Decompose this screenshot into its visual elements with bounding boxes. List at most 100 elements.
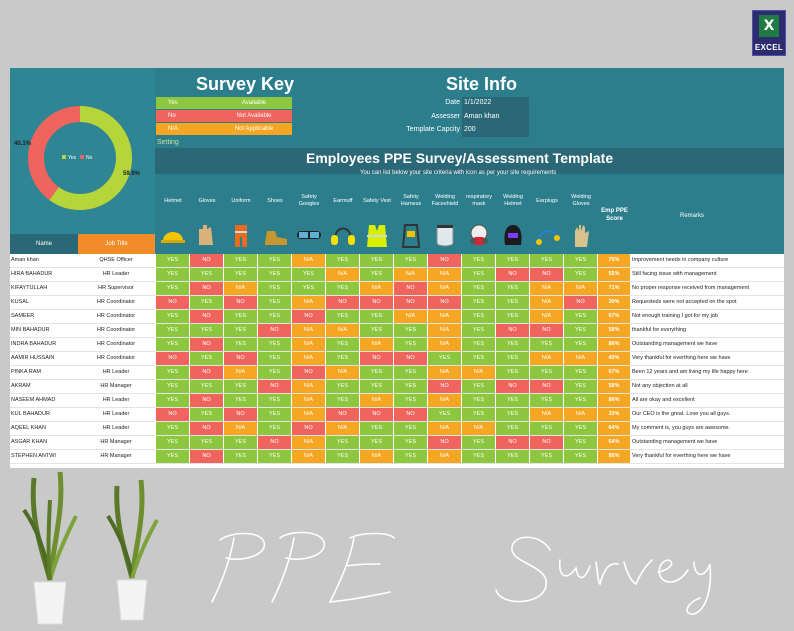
ppe-value-cell[interactable]: N/A — [564, 352, 598, 365]
ppe-value-cell[interactable]: YES — [360, 254, 394, 267]
ppe-value-cell[interactable]: YES — [258, 408, 292, 421]
ppe-value-cell[interactable]: YES — [394, 338, 428, 351]
ppe-value-cell[interactable]: N/A — [326, 268, 360, 281]
ppe-value-cell[interactable]: YES — [394, 436, 428, 449]
ppe-value-cell[interactable]: N/A — [530, 296, 564, 309]
ppe-value-cell[interactable]: YES — [496, 422, 530, 435]
job-title-cell[interactable]: HR Coordinator — [78, 296, 155, 309]
ppe-value-cell[interactable]: NO — [360, 296, 394, 309]
ppe-value-cell[interactable]: YES — [258, 394, 292, 407]
ppe-value-cell[interactable]: YES — [530, 450, 564, 463]
ppe-value-cell[interactable]: YES — [258, 254, 292, 267]
ppe-value-cell[interactable]: NO — [496, 268, 530, 281]
ppe-value-cell[interactable]: YES — [326, 436, 360, 449]
ppe-value-cell[interactable]: YES — [462, 394, 496, 407]
remark-cell[interactable]: Not any objection at all — [632, 383, 688, 389]
ppe-value-cell[interactable]: NO — [190, 450, 224, 463]
ppe-value-cell[interactable]: N/A — [428, 366, 462, 379]
ppe-value-cell[interactable]: N/A — [530, 310, 564, 323]
ppe-value-cell[interactable]: YES — [326, 394, 360, 407]
ppe-value-cell[interactable]: N/A — [394, 268, 428, 281]
employee-name-cell[interactable]: KIFAYTULLAH — [10, 282, 78, 295]
ppe-value-cell[interactable]: N/A — [428, 324, 462, 337]
ppe-value-cell[interactable]: NO — [428, 380, 462, 393]
job-title-cell[interactable]: HR Coordinator — [78, 324, 155, 337]
ppe-value-cell[interactable]: YES — [428, 352, 462, 365]
ppe-value-cell[interactable]: YES — [326, 450, 360, 463]
ppe-value-cell[interactable]: YES — [190, 268, 224, 281]
ppe-value-cell[interactable]: YES — [462, 254, 496, 267]
ppe-value-cell[interactable]: NO — [156, 296, 190, 309]
ppe-value-cell[interactable]: NO — [190, 282, 224, 295]
ppe-value-cell[interactable]: N/A — [530, 408, 564, 421]
ppe-value-cell[interactable]: YES — [326, 352, 360, 365]
employee-name-cell[interactable]: HIRA BAHADUR — [10, 268, 78, 281]
ppe-value-cell[interactable]: YES — [156, 450, 190, 463]
ppe-value-cell[interactable]: YES — [224, 268, 258, 281]
job-title-cell[interactable]: HR Leader — [78, 366, 155, 379]
remark-cell[interactable]: Still facing issue with management — [632, 271, 717, 277]
ppe-value-cell[interactable]: NO — [564, 296, 598, 309]
employee-name-cell[interactable]: KUL BAHADUR — [10, 408, 78, 421]
ppe-value-cell[interactable]: YES — [462, 408, 496, 421]
employee-name-cell[interactable]: PINKA RAM — [10, 366, 78, 379]
ppe-value-cell[interactable]: NO — [292, 366, 326, 379]
ppe-value-cell[interactable]: YES — [462, 296, 496, 309]
ppe-value-cell[interactable]: YES — [496, 310, 530, 323]
ppe-value-cell[interactable]: NO — [292, 422, 326, 435]
employee-name-cell[interactable]: STEPHEN ANTWI — [10, 450, 78, 463]
ppe-value-cell[interactable]: N/A — [530, 282, 564, 295]
ppe-value-cell[interactable]: YES — [462, 324, 496, 337]
ppe-value-cell[interactable]: YES — [530, 338, 564, 351]
ppe-value-cell[interactable]: N/A — [326, 366, 360, 379]
ppe-value-cell[interactable]: N/A — [428, 310, 462, 323]
employee-name-cell[interactable]: NASEEM AHMAD — [10, 394, 78, 407]
ppe-value-cell[interactable]: YES — [530, 422, 564, 435]
ppe-value-cell[interactable]: YES — [462, 450, 496, 463]
job-title-cell[interactable]: HR Leader — [78, 268, 155, 281]
ppe-value-cell[interactable]: N/A — [564, 408, 598, 421]
ppe-value-cell[interactable]: YES — [326, 282, 360, 295]
remark-cell[interactable]: No proper response received from managem… — [632, 285, 750, 291]
ppe-value-cell[interactable]: N/A — [292, 254, 326, 267]
employee-name-cell[interactable]: KUSAL — [10, 296, 78, 309]
remark-cell[interactable]: Our CEO is the great. Love you all guys. — [632, 411, 731, 417]
job-title-cell[interactable]: HR Manager — [78, 450, 155, 463]
ppe-value-cell[interactable]: YES — [156, 338, 190, 351]
ppe-value-cell[interactable]: NO — [428, 436, 462, 449]
ppe-value-cell[interactable]: NO — [190, 310, 224, 323]
ppe-value-cell[interactable]: NO — [292, 310, 326, 323]
ppe-value-cell[interactable]: YES — [224, 324, 258, 337]
employee-name-cell[interactable]: MIN BAHADUR — [10, 324, 78, 337]
remark-cell[interactable]: Very thankful for everthing here we have — [632, 453, 731, 459]
ppe-value-cell[interactable]: YES — [258, 422, 292, 435]
ppe-value-cell[interactable]: YES — [496, 254, 530, 267]
ppe-value-cell[interactable]: YES — [156, 380, 190, 393]
remark-cell[interactable]: All are okay and excellent — [632, 397, 695, 403]
ppe-value-cell[interactable]: YES — [462, 436, 496, 449]
ppe-value-cell[interactable]: YES — [156, 366, 190, 379]
ppe-value-cell[interactable]: YES — [564, 450, 598, 463]
ppe-value-cell[interactable]: YES — [190, 436, 224, 449]
job-title-cell[interactable]: HR Coordinator — [78, 352, 155, 365]
ppe-value-cell[interactable]: YES — [224, 394, 258, 407]
ppe-value-cell[interactable]: YES — [326, 310, 360, 323]
ppe-value-cell[interactable]: N/A — [428, 268, 462, 281]
ppe-value-cell[interactable]: YES — [224, 380, 258, 393]
ppe-value-cell[interactable]: YES — [462, 338, 496, 351]
ppe-value-cell[interactable]: NO — [258, 324, 292, 337]
employee-name-cell[interactable]: AQEEL KHAN — [10, 422, 78, 435]
ppe-value-cell[interactable]: NO — [428, 296, 462, 309]
ppe-value-cell[interactable]: NO — [190, 366, 224, 379]
ppe-value-cell[interactable]: YES — [564, 338, 598, 351]
job-title-column-header[interactable]: Job Title — [78, 234, 155, 254]
ppe-value-cell[interactable]: YES — [258, 282, 292, 295]
ppe-value-cell[interactable]: YES — [258, 268, 292, 281]
employee-name-cell[interactable]: AAMIR HUSSAIN — [10, 352, 78, 365]
ppe-value-cell[interactable]: NO — [360, 352, 394, 365]
ppe-value-cell[interactable]: NO — [156, 408, 190, 421]
ppe-value-cell[interactable]: YES — [564, 380, 598, 393]
ppe-value-cell[interactable]: YES — [564, 366, 598, 379]
ppe-value-cell[interactable]: YES — [496, 394, 530, 407]
employee-name-cell[interactable]: SAMEER — [10, 310, 78, 323]
